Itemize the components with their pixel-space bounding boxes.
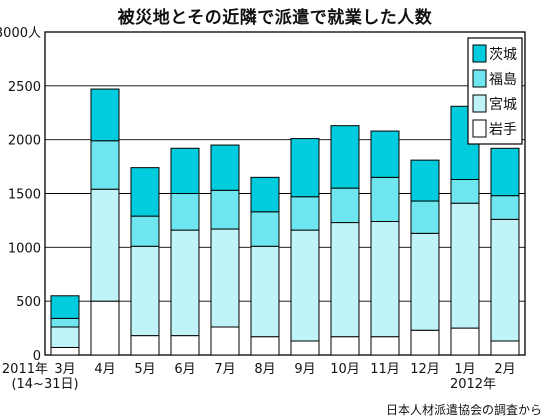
y-tick-label: 3000人 <box>0 26 41 41</box>
bar-segment <box>50 295 80 319</box>
bar-segment <box>50 317 80 328</box>
bar-segment <box>370 220 400 338</box>
bars-layer <box>50 88 520 356</box>
x-tick-label: 10月 <box>330 362 360 377</box>
axis-layer: 0 500 1000 1500 2000 2500 3000人 3月 4月 5月 6月 7月 8月 9月 1… <box>0 26 516 392</box>
bar-segment <box>330 222 360 338</box>
bar-segment <box>50 346 80 356</box>
bar-segment <box>490 147 520 197</box>
x-tick-label: 11月 <box>370 362 400 377</box>
bar-segment <box>410 159 440 202</box>
chart-title: 被災地とその近隣で派遣で就業した人数 <box>117 8 433 28</box>
bar-segment <box>250 336 280 356</box>
date-range-label: (14~31日) <box>11 377 78 392</box>
y-tick-label: 500 <box>16 295 41 310</box>
bar-segment <box>290 138 320 198</box>
legend-label: 福島 <box>489 72 517 88</box>
x-tick-label: 6月 <box>174 362 195 377</box>
bar-segment <box>130 215 160 247</box>
bar-segment <box>290 196 320 231</box>
bar-segment <box>290 340 320 356</box>
grid-layer <box>44 31 526 356</box>
x-tick-label: 2月 <box>494 362 515 377</box>
x-tick-label: 5月 <box>134 362 155 377</box>
legend-label: 宮城 <box>489 97 517 113</box>
bar-segment <box>130 167 160 217</box>
bar-segment <box>330 187 360 224</box>
bar-segment <box>210 144 240 191</box>
x-tick-label: 12月 <box>410 362 440 377</box>
source-note: 日本人材派遣協会の調査から <box>385 403 542 417</box>
bar-segment <box>90 300 120 356</box>
x-tick-label: 9月 <box>294 362 315 377</box>
bar-segment <box>250 211 280 247</box>
bar-segment <box>170 229 200 337</box>
bar-segment <box>250 176 280 213</box>
y-tick-label: 0 <box>33 349 41 364</box>
bar-segment <box>50 326 80 348</box>
bar-segment <box>210 228 240 328</box>
bar-segment <box>210 326 240 356</box>
x-tick-label: 4月 <box>94 362 115 377</box>
bar-segment <box>290 229 320 342</box>
bar-segment <box>490 218 520 342</box>
bar-segment <box>170 147 200 194</box>
bar-segment <box>90 140 120 190</box>
bar-segment <box>90 88 120 142</box>
bar-segment <box>450 327 480 356</box>
bar-segment <box>330 336 360 356</box>
bar-segment <box>90 188 120 302</box>
x-tick-label: 8月 <box>254 362 275 377</box>
bar-segment <box>170 193 200 231</box>
bar-segment <box>410 329 440 356</box>
legend-swatch <box>472 69 487 88</box>
legend-swatch <box>472 94 487 113</box>
bar-segment <box>210 189 240 230</box>
bar-segment <box>250 245 280 338</box>
bar-segment <box>490 195 520 220</box>
legend-label: 岩手 <box>489 122 517 138</box>
legend-label: 茨城 <box>489 47 517 63</box>
y-tick-label: 1000 <box>8 241 41 256</box>
bar-segment <box>130 245 160 337</box>
bar-segment <box>410 232 440 331</box>
y-tick-label: 2500 <box>8 80 41 95</box>
bar-segment <box>370 336 400 356</box>
x-tick-label: 7月 <box>214 362 235 377</box>
bar-segment <box>490 340 520 356</box>
y-tick-label: 2000 <box>8 134 41 149</box>
legend-swatch <box>472 119 487 138</box>
bar-segment <box>330 125 360 189</box>
bar-segment <box>410 200 440 234</box>
bar-segment <box>170 335 200 356</box>
year-label: 2012年 <box>450 377 496 392</box>
bar-segment <box>450 179 480 204</box>
x-tick-label: 1月 <box>454 362 475 377</box>
bar-segment <box>130 335 160 356</box>
x-tick-label: 3月 <box>54 362 75 377</box>
bar-segment <box>450 202 480 329</box>
bar-segment <box>370 176 400 222</box>
year-label: 2011年 <box>2 362 48 377</box>
y-tick-label: 1500 <box>8 188 41 203</box>
legend-swatch <box>472 44 487 63</box>
bar-segment <box>370 130 400 178</box>
